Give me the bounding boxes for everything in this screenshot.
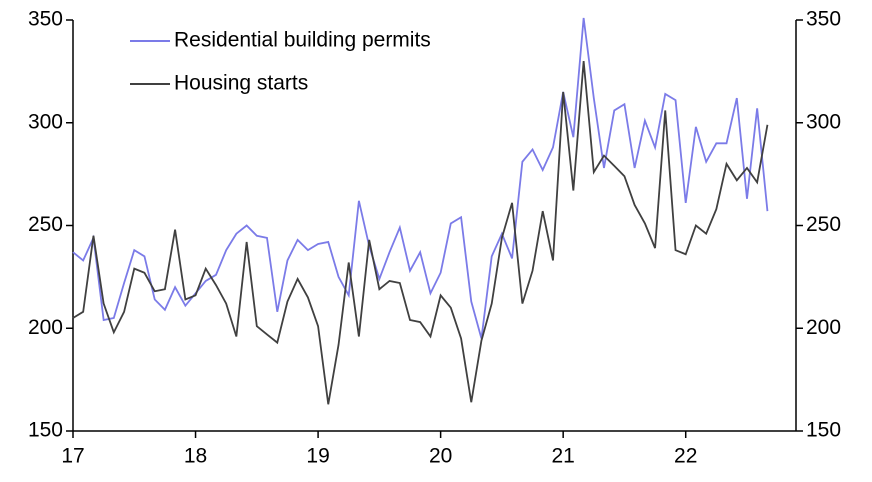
series-line [72, 61, 769, 405]
x-tick-label: 20 [429, 445, 452, 468]
x-tick-label: 18 [184, 445, 207, 468]
y2-tick-label: 300 [806, 110, 841, 133]
y-tick-label: 150 [28, 419, 63, 442]
x-tick-label: 22 [674, 445, 697, 468]
y-tick-label: 350 [28, 8, 63, 31]
legend-label: Residential building permits [174, 29, 431, 52]
series-line [72, 17, 769, 339]
x-tick-label: 17 [61, 445, 84, 468]
y-tick-label: 200 [28, 316, 63, 339]
x-tick-label: 19 [306, 445, 329, 468]
y2-tick-label: 350 [806, 8, 841, 31]
y-tick-label: 300 [28, 110, 63, 133]
legend-label: Housing starts [174, 72, 308, 95]
x-tick-label: 21 [551, 445, 574, 468]
y-tick-label: 250 [28, 213, 63, 236]
y2-tick-label: 250 [806, 213, 841, 236]
y2-tick-label: 200 [806, 316, 841, 339]
y2-tick-label: 150 [806, 419, 841, 442]
